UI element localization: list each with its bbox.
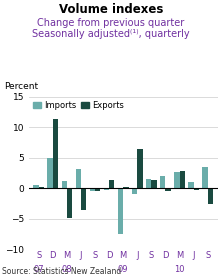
Text: Seasonally adjusted⁽¹⁾, quarterly: Seasonally adjusted⁽¹⁾, quarterly: [32, 29, 190, 39]
Bar: [137, 149, 143, 188]
Bar: [132, 188, 137, 194]
Bar: [61, 181, 67, 188]
Bar: [33, 185, 39, 188]
Text: Change from previous quarter: Change from previous quarter: [37, 18, 185, 28]
Bar: [104, 188, 109, 190]
Text: Percent: Percent: [4, 82, 38, 91]
Bar: [146, 179, 151, 188]
Bar: [174, 172, 180, 188]
Bar: [151, 180, 157, 188]
Bar: [194, 188, 199, 190]
Legend: Imports, Exports: Imports, Exports: [33, 101, 124, 110]
Text: Source: Statistics New Zealand: Source: Statistics New Zealand: [2, 267, 121, 276]
Bar: [123, 187, 129, 188]
Bar: [188, 182, 194, 188]
Bar: [48, 158, 53, 188]
Text: 09: 09: [118, 265, 129, 273]
Text: Volume indexes: Volume indexes: [59, 3, 163, 16]
Text: 07: 07: [33, 265, 44, 273]
Bar: [118, 188, 123, 234]
Bar: [76, 169, 81, 188]
Bar: [39, 186, 44, 188]
Bar: [109, 180, 115, 188]
Bar: [95, 188, 100, 191]
Text: 10: 10: [174, 265, 185, 273]
Bar: [160, 176, 165, 188]
Bar: [208, 188, 213, 204]
Bar: [202, 167, 208, 188]
Bar: [180, 171, 185, 188]
Text: 08: 08: [61, 265, 72, 273]
Bar: [53, 119, 58, 188]
Bar: [165, 188, 171, 191]
Bar: [81, 188, 86, 210]
Bar: [67, 188, 72, 218]
Bar: [90, 188, 95, 191]
